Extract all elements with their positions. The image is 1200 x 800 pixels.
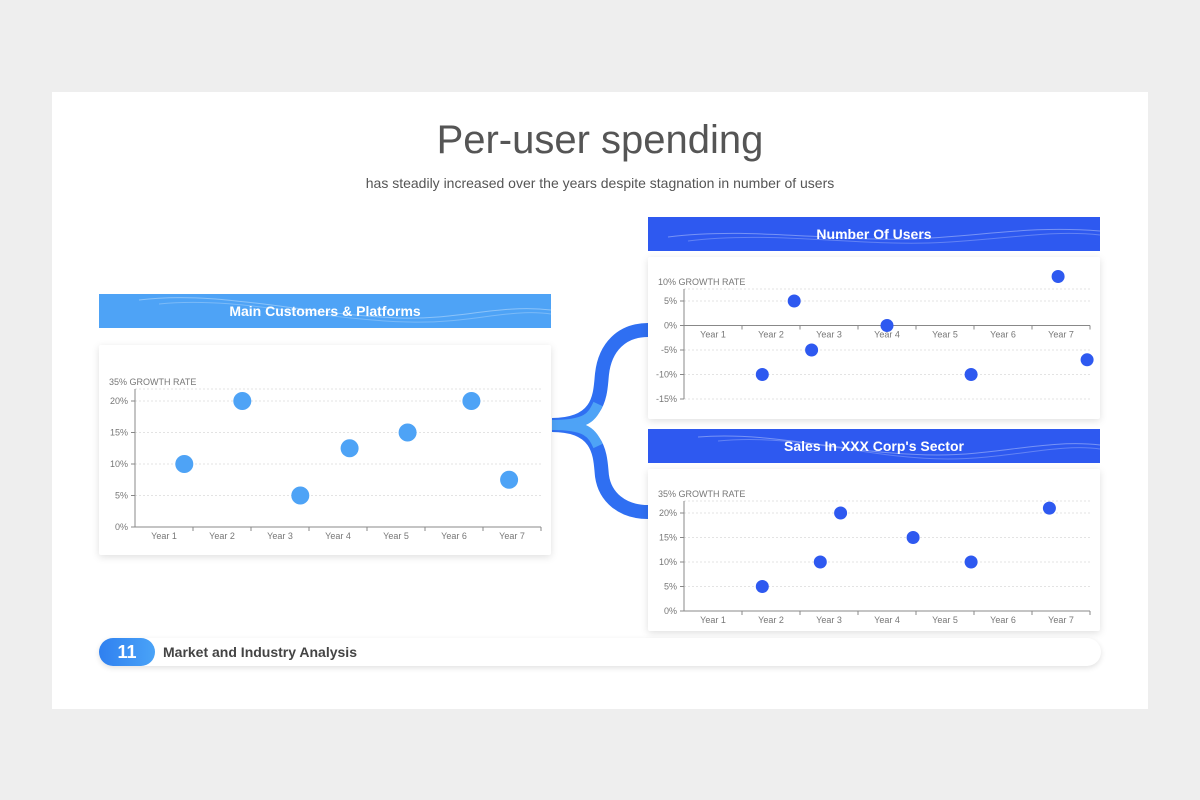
y-tick-label: 20% [659, 508, 677, 518]
y-tick-label: 5% [115, 491, 128, 501]
x-tick-label: Year 2 [758, 615, 784, 625]
x-tick-label: Year 4 [874, 615, 900, 625]
data-point [964, 368, 978, 381]
x-tick-label: Year 7 [1048, 330, 1074, 340]
data-point [834, 506, 848, 520]
x-tick-label: Year 5 [383, 531, 409, 541]
data-point [500, 470, 519, 489]
x-tick-label: Year 2 [758, 330, 784, 340]
main-scatter-chart: 35% GROWTH RATE 0% 5% 10% 15% 20% Year 1 Year 2… [109, 377, 542, 541]
data-point [1051, 270, 1065, 283]
y-axis-label: 35% GROWTH RATE [109, 377, 196, 387]
data-point [787, 294, 801, 308]
x-tick-label: Year 6 [441, 531, 467, 541]
y-tick-label: 0% [664, 606, 677, 616]
footer-bar: 11 Market and Industry Analysis [99, 638, 1101, 666]
data-point [805, 343, 819, 357]
y-tick-label: 0% [664, 321, 677, 331]
data-point [340, 439, 359, 458]
data-point [175, 455, 194, 473]
wave-decoration [138, 297, 551, 323]
connector-brace [551, 323, 649, 519]
x-tick-label: Year 3 [816, 330, 842, 340]
x-tick-label: Year 2 [209, 531, 235, 541]
slide-title: Per-user spending [436, 118, 764, 162]
main-panel-title: Main Customers & Platforms [229, 303, 421, 319]
y-tick-label: 20% [110, 396, 128, 406]
users-chart-card: 10% GROWTH RATE -15% -10% -5% 0% 5% Year 1 Year… [648, 257, 1100, 419]
data-point [755, 368, 769, 381]
y-tick-label: 5% [664, 582, 677, 592]
x-tick-label: Year 3 [267, 531, 293, 541]
data-point [906, 531, 920, 544]
sales-panel-title: Sales In XXX Corp's Sector [784, 438, 964, 454]
y-tick-label: -10% [656, 370, 677, 380]
x-tick-label: Year 1 [700, 615, 726, 625]
main-chart-card: 35% GROWTH RATE 0% 5% 10% 15% 20% Year 1 Year 2… [99, 345, 551, 555]
data-point [964, 555, 978, 569]
data-point [1042, 501, 1056, 515]
main-panel-header: Main Customers & Platforms [99, 294, 551, 328]
y-tick-label: 5% [664, 296, 677, 306]
users-panel-header: Number Of Users [648, 217, 1100, 251]
y-tick-label: 10% [110, 459, 128, 469]
y-axis-label: 35% GROWTH RATE [658, 489, 745, 499]
wave-decoration [697, 435, 1100, 460]
data-point [755, 580, 769, 593]
x-tick-label: Year 5 [932, 330, 958, 340]
x-tick-label: Year 5 [932, 615, 958, 625]
x-tick-label: Year 6 [990, 615, 1016, 625]
data-point [291, 486, 310, 505]
users-scatter-chart: 10% GROWTH RATE -15% -10% -5% 0% 5% Year 1 Year… [656, 270, 1094, 404]
sales-scatter-chart: 35% GROWTH RATE 0% 5% 10% 15% 20% Year 1 Year 2… [658, 489, 1091, 625]
x-tick-label: Year 7 [499, 531, 525, 541]
x-tick-label: Year 1 [700, 330, 726, 340]
y-axis-label: 10% GROWTH RATE [658, 277, 745, 287]
footer-label: Market and Industry Analysis [163, 644, 357, 660]
y-tick-label: -15% [656, 394, 677, 404]
wave-decoration [667, 228, 1100, 244]
slide-subtitle: has steadily increased over the years de… [365, 175, 835, 191]
x-tick-label: Year 6 [990, 330, 1016, 340]
data-point [880, 319, 894, 332]
data-point [462, 392, 481, 410]
sales-chart-card: 35% GROWTH RATE 0% 5% 10% 15% 20% Year 1 Year 2… [648, 469, 1100, 631]
x-tick-label: Year 4 [325, 531, 351, 541]
slide: Per-user spending has steadily increased… [52, 92, 1148, 709]
y-tick-label: 0% [115, 522, 128, 532]
x-tick-label: Year 1 [151, 531, 177, 541]
y-tick-label: 15% [659, 533, 677, 543]
page-number: 11 [99, 638, 155, 666]
x-tick-label: Year 7 [1048, 615, 1074, 625]
data-point [398, 423, 417, 442]
x-tick-label: Year 3 [816, 615, 842, 625]
y-tick-label: 15% [110, 428, 128, 438]
data-point [813, 555, 827, 569]
users-panel-title: Number Of Users [816, 226, 932, 242]
y-tick-label: 10% [659, 557, 677, 567]
data-point [233, 392, 252, 410]
y-tick-label: -5% [661, 345, 677, 355]
data-point [1080, 353, 1094, 367]
sales-panel-header: Sales In XXX Corp's Sector [648, 429, 1100, 463]
x-tick-label: Year 4 [874, 330, 900, 340]
